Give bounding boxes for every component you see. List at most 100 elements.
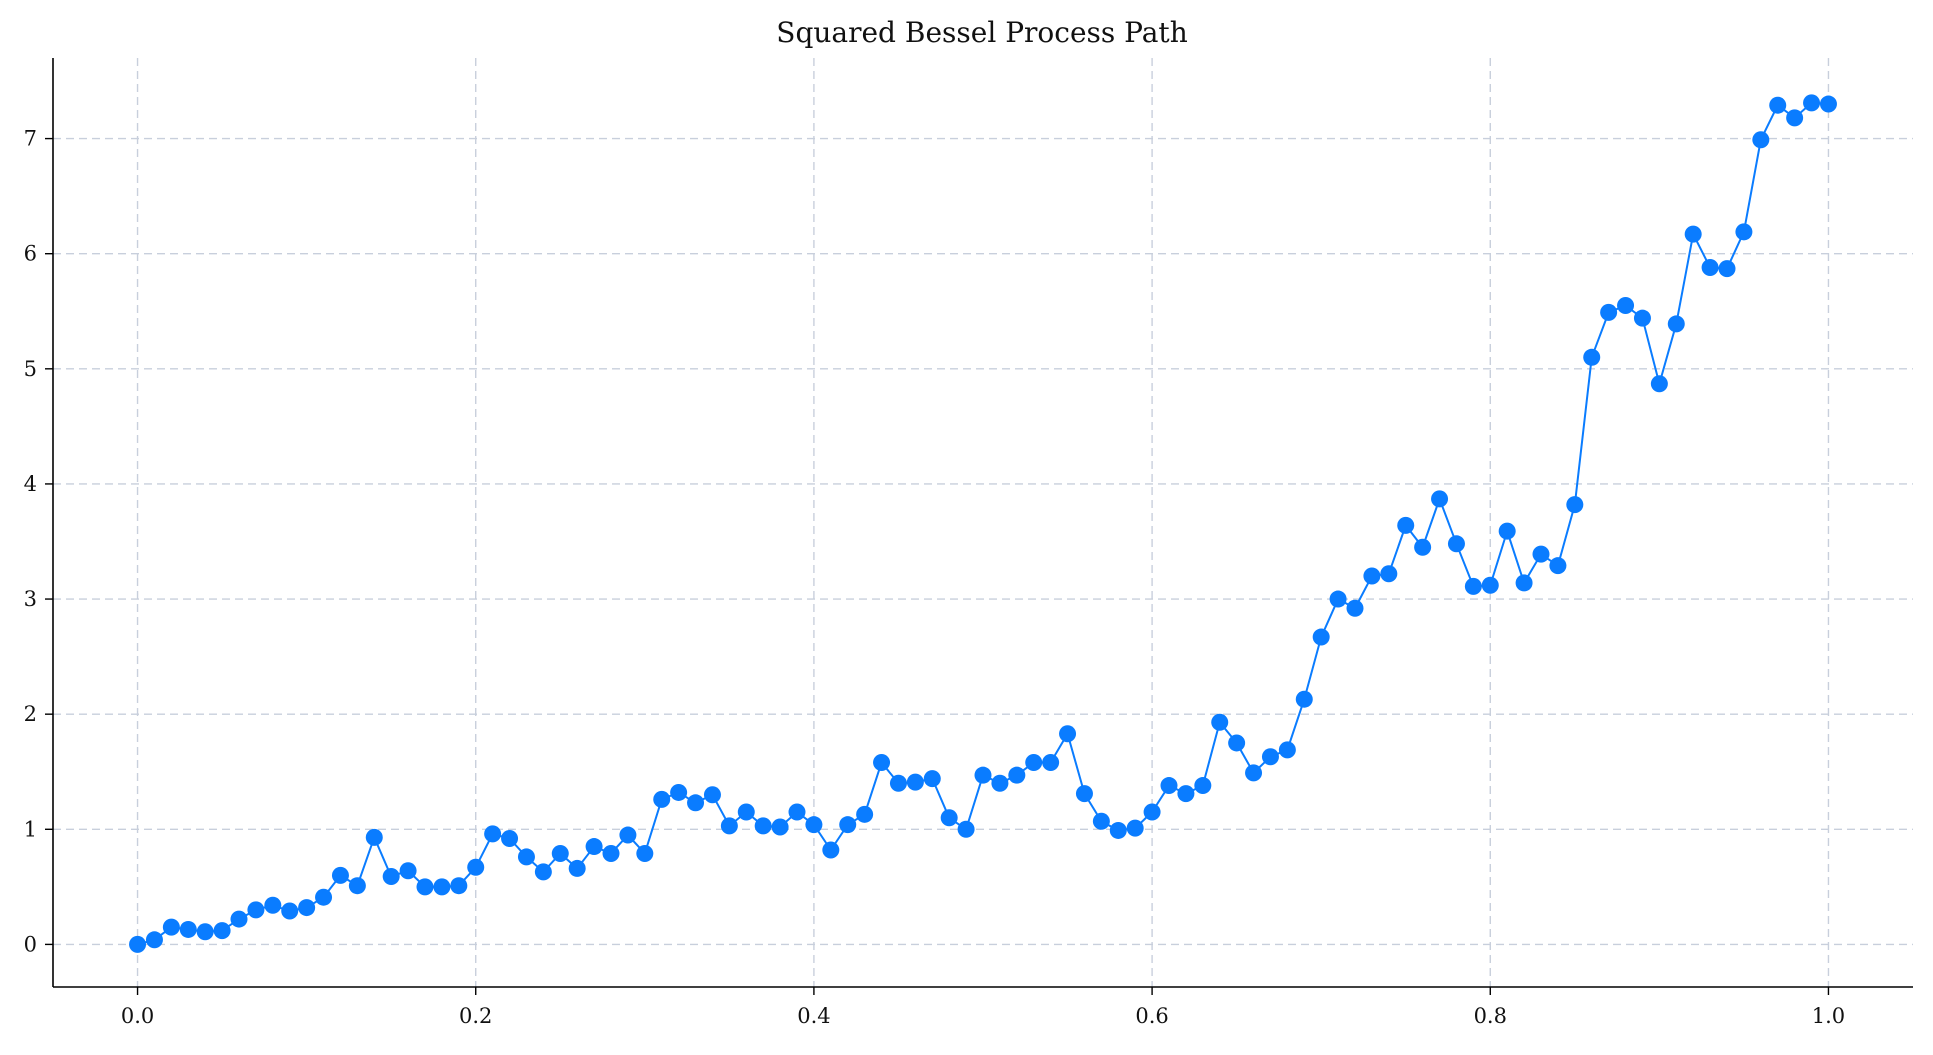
data-point	[1498, 522, 1516, 540]
y-tick-label: 0	[24, 932, 37, 956]
data-point	[501, 829, 519, 847]
data-point	[534, 863, 552, 881]
data-point	[1160, 777, 1178, 795]
data-point	[281, 902, 299, 920]
data-point	[703, 786, 721, 804]
data-point	[145, 931, 163, 949]
data-point	[1786, 109, 1804, 127]
y-tick-label: 5	[24, 357, 37, 381]
data-point	[737, 803, 755, 821]
data-point	[331, 866, 349, 884]
data-point	[923, 770, 941, 788]
series-line	[137, 101, 1829, 946]
data-point	[991, 774, 1009, 792]
data-point	[230, 910, 248, 928]
data-point	[264, 896, 282, 914]
data-point	[179, 920, 197, 938]
data-point	[1109, 821, 1127, 839]
data-point	[1819, 95, 1837, 113]
data-point	[771, 818, 789, 836]
y-tick-label: 1	[24, 817, 37, 841]
data-point	[585, 838, 603, 856]
data-point	[670, 783, 688, 801]
data-point	[1025, 754, 1043, 772]
data-point	[1447, 535, 1465, 553]
data-point	[839, 816, 857, 834]
data-point	[1329, 590, 1347, 608]
data-point	[1397, 516, 1415, 534]
data-point	[213, 922, 231, 940]
data-point	[1633, 309, 1651, 327]
data-point	[957, 820, 975, 838]
data-point	[1295, 690, 1313, 708]
data-point	[720, 817, 738, 835]
ticks-layer: 0.0 0.2 0.4 0.6 0.8 1.0 0 1 2 3 4 5 6 7	[24, 127, 1846, 1028]
data-point	[129, 935, 147, 953]
data-point	[1126, 819, 1144, 837]
data-point	[1735, 223, 1753, 241]
data-point	[1008, 766, 1026, 784]
y-tick-label: 3	[24, 587, 37, 611]
data-point	[382, 867, 400, 885]
data-point	[636, 844, 654, 862]
data-point	[856, 805, 874, 823]
chart-title: Squared Bessel Process Path	[776, 16, 1187, 49]
data-point	[551, 844, 569, 862]
data-point	[1684, 225, 1702, 243]
data-point	[348, 877, 366, 895]
data-point	[788, 803, 806, 821]
data-point	[450, 877, 468, 895]
data-point	[1312, 628, 1330, 646]
data-point	[1414, 538, 1432, 556]
data-point	[1278, 741, 1296, 759]
data-point	[484, 825, 502, 843]
data-point	[1194, 777, 1212, 795]
data-point	[889, 774, 907, 792]
data-point	[467, 858, 485, 876]
data-point	[365, 828, 383, 846]
data-point	[1177, 785, 1195, 803]
x-tick-label: 0.0	[121, 1004, 154, 1028]
data-point	[247, 901, 265, 919]
data-point	[1752, 131, 1770, 149]
data-point	[1617, 297, 1635, 315]
data-point	[1211, 713, 1229, 731]
data-point	[1803, 94, 1821, 112]
data-point	[1583, 348, 1601, 366]
data-point	[1769, 96, 1787, 114]
y-tick-label: 6	[24, 242, 37, 266]
x-tick-label: 0.8	[1474, 1004, 1507, 1028]
data-point	[1092, 812, 1110, 830]
data-point	[416, 878, 434, 896]
data-point	[873, 754, 891, 772]
data-point	[1701, 259, 1719, 277]
data-point	[162, 918, 180, 936]
data-point	[1481, 576, 1499, 594]
data-point	[1075, 785, 1093, 803]
data-point	[602, 844, 620, 862]
data-point	[1363, 567, 1381, 585]
series-layer	[129, 94, 1837, 953]
y-tick-label: 4	[24, 472, 37, 496]
data-point	[974, 766, 992, 784]
data-point	[399, 862, 417, 880]
data-point	[1245, 764, 1263, 782]
data-point	[1532, 545, 1550, 563]
data-point	[1515, 574, 1533, 592]
data-point	[940, 809, 958, 827]
data-point	[517, 848, 535, 866]
x-tick-label: 1.0	[1812, 1004, 1845, 1028]
data-point	[1718, 260, 1736, 278]
data-point	[1380, 565, 1398, 583]
data-point	[619, 826, 637, 844]
data-point	[1464, 577, 1482, 595]
x-tick-label: 0.6	[1135, 1004, 1168, 1028]
data-point	[1549, 557, 1567, 575]
data-point	[1566, 496, 1584, 514]
data-point	[1143, 803, 1161, 821]
data-point	[754, 817, 772, 835]
grid-layer	[53, 58, 1913, 987]
data-point	[1042, 754, 1060, 772]
